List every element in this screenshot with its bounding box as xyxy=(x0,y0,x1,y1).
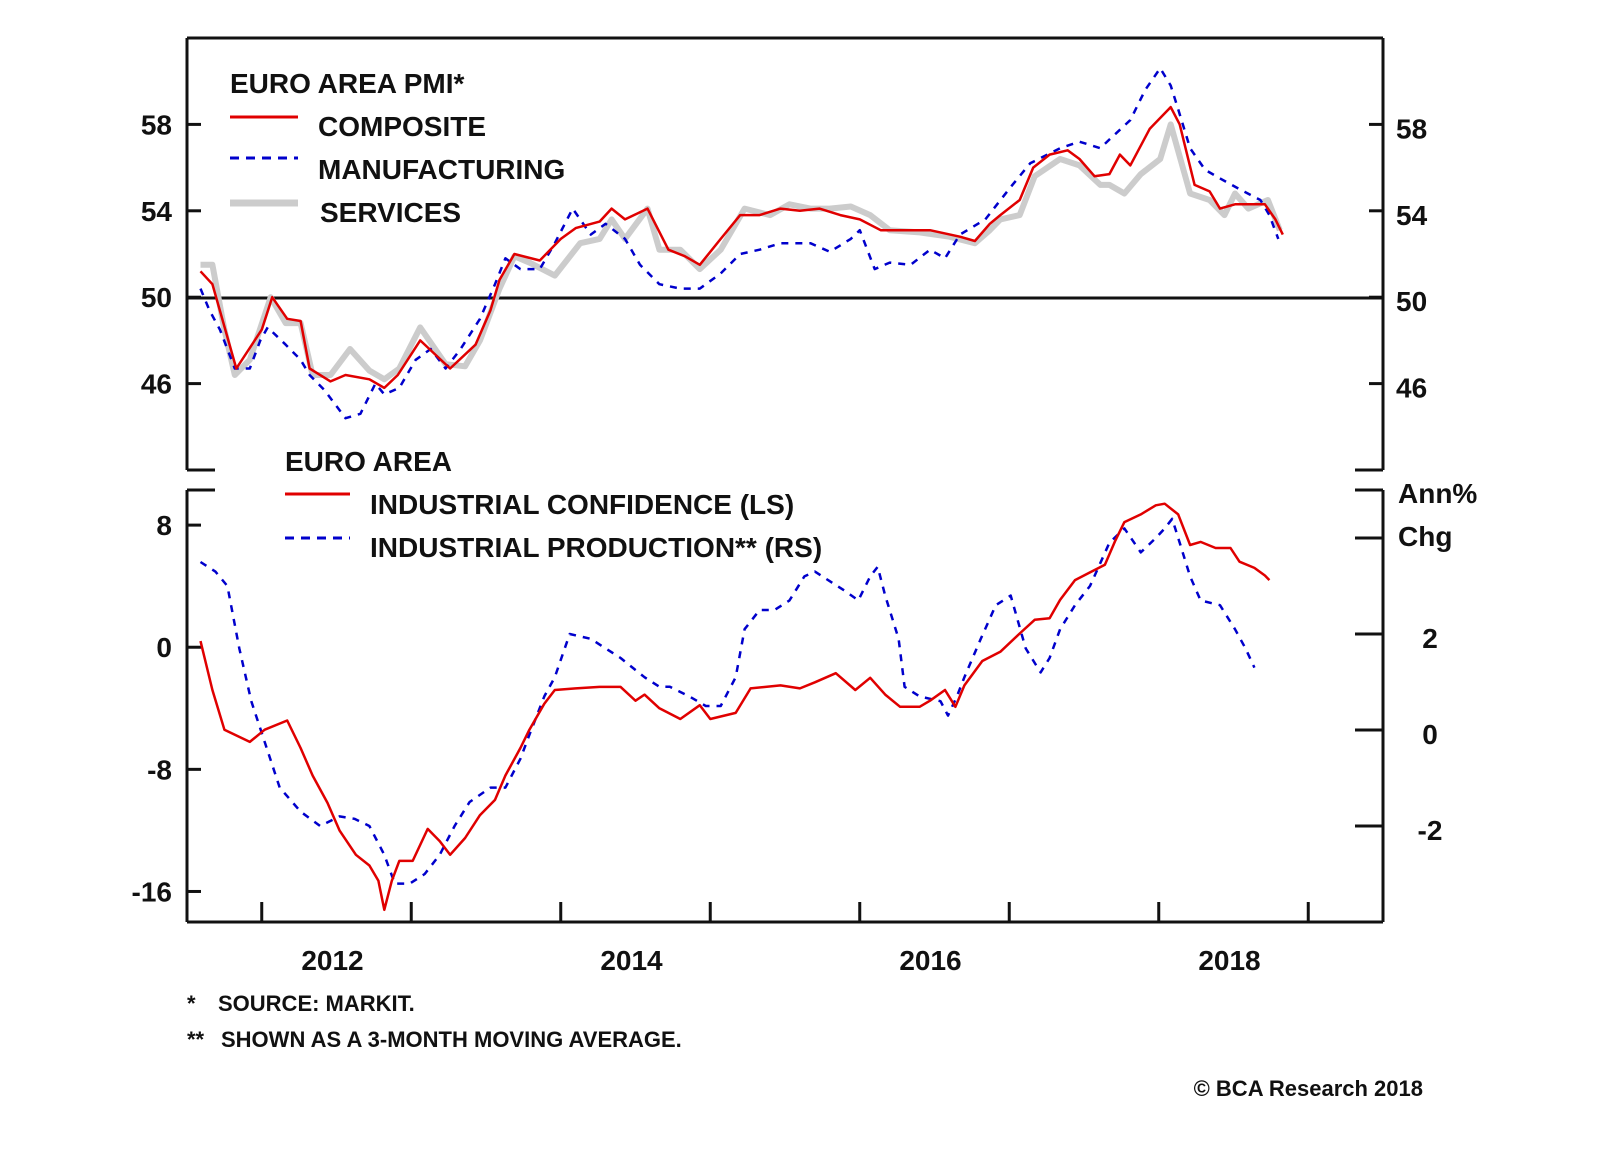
bottom-left-y-tick-label: 8 xyxy=(156,510,172,541)
legend-label-manufacturing: MANUFACTURING xyxy=(318,154,565,185)
bottom-right-y-tick-label: 0 xyxy=(1422,719,1438,750)
top-left-y-tick-label: 50 xyxy=(141,282,172,313)
top-right-y-tick-label: 54 xyxy=(1396,200,1428,231)
right-axis-label-line2: Chg xyxy=(1398,521,1452,552)
series-industrial-confidence-line xyxy=(199,502,1271,912)
legend-label-services: SERVICES xyxy=(320,197,461,228)
bottom-right-y-tick-label: 2 xyxy=(1422,623,1438,654)
right-axis-label-line1: Ann% xyxy=(1398,478,1477,509)
footnote-source-mark: * xyxy=(187,991,196,1016)
top-left-y-tick-label: 46 xyxy=(141,369,172,400)
top-right-y-tick-label: 46 xyxy=(1396,373,1427,404)
copyright: © BCA Research 2018 xyxy=(1194,1076,1423,1101)
series-composite-line xyxy=(199,105,1284,390)
series-industrial-production-line xyxy=(199,517,1256,885)
footnote-moving-average: SHOWN AS A 3-MONTH MOVING AVERAGE. xyxy=(221,1027,682,1052)
bottom-panel-frame xyxy=(185,488,1385,924)
bottom-chart-title: EURO AREA xyxy=(285,446,452,477)
top-left-y-tick-label: 58 xyxy=(141,109,172,140)
bottom-left-y-tick-label: -16 xyxy=(132,876,172,907)
bottom-left-y-tick-label: 0 xyxy=(156,632,172,663)
legend-label-industrial-confidence: INDUSTRIAL CONFIDENCE (LS) xyxy=(370,489,794,520)
bottom-left-y-tick-label: -8 xyxy=(147,754,172,785)
series-services-line xyxy=(200,121,1283,383)
bottom-right-y-tick-label: -2 xyxy=(1418,815,1443,846)
legend-label-industrial-production: INDUSTRIAL PRODUCTION** (RS) xyxy=(370,532,822,563)
x-tick-label: 2016 xyxy=(899,945,961,976)
legend-label-composite: COMPOSITE xyxy=(318,111,486,142)
top-right-y-tick-label: 50 xyxy=(1396,286,1427,317)
x-tick-label: 2018 xyxy=(1198,945,1260,976)
top-right-y-tick-label: 58 xyxy=(1396,113,1427,144)
top-chart-title: EURO AREA PMI* xyxy=(230,68,464,99)
footnote-moving-average-mark: ** xyxy=(187,1027,205,1052)
series-manufacturing-line xyxy=(199,66,1280,420)
top-panel-frame xyxy=(185,36,1385,472)
top-left-y-tick-label: 54 xyxy=(141,196,173,227)
footnote-source: SOURCE: MARKIT. xyxy=(218,991,415,1016)
x-tick-label: 2014 xyxy=(600,945,663,976)
x-tick-label: 2012 xyxy=(301,945,363,976)
